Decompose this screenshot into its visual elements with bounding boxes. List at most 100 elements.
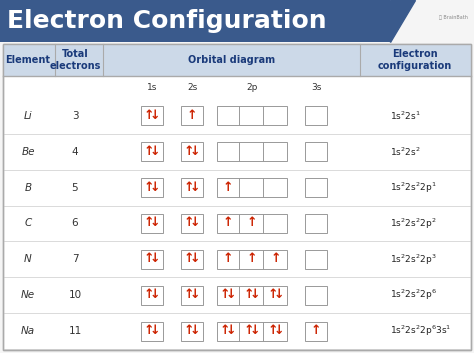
Text: 1s: 1s: [147, 83, 157, 91]
Text: ↑: ↑: [223, 181, 233, 194]
Text: ↓: ↓: [250, 324, 260, 337]
Text: 5: 5: [72, 183, 78, 193]
Text: ↓: ↓: [226, 288, 236, 301]
Text: ↑: ↑: [144, 252, 154, 265]
Bar: [3, 44, 471, 350]
Text: 6: 6: [72, 219, 78, 228]
Bar: [305, 106, 327, 125]
Text: N: N: [24, 255, 32, 264]
Text: Element: Element: [6, 55, 51, 65]
Text: $\mathregular{1s^{2}2s^{2}2p^{1}}$: $\mathregular{1s^{2}2s^{2}2p^{1}}$: [390, 180, 437, 195]
Text: ↓: ↓: [190, 181, 200, 194]
Bar: [181, 286, 203, 305]
Text: ↑: ↑: [144, 181, 154, 194]
Bar: [141, 250, 163, 269]
Bar: [305, 214, 327, 233]
Text: ↓: ↓: [150, 324, 160, 337]
Text: ↑: ↑: [244, 288, 254, 301]
Text: ↓: ↓: [190, 216, 200, 229]
Bar: [0, 0, 390, 42]
Text: Li: Li: [24, 111, 32, 121]
Text: ↓: ↓: [250, 288, 260, 301]
Text: Total
electrons: Total electrons: [49, 49, 100, 71]
Text: ↑: ↑: [247, 252, 257, 265]
Text: ↓: ↓: [274, 288, 284, 301]
Text: ↓: ↓: [150, 181, 160, 194]
Text: ↓: ↓: [150, 145, 160, 158]
Bar: [217, 178, 287, 197]
Text: ↑: ↑: [184, 145, 194, 158]
Text: ↑: ↑: [144, 145, 154, 158]
Bar: [305, 142, 327, 161]
Polygon shape: [390, 0, 415, 42]
Bar: [217, 286, 287, 305]
Text: ↑: ↑: [144, 288, 154, 301]
Text: ↑: ↑: [184, 216, 194, 229]
Bar: [181, 106, 203, 125]
Text: ↑: ↑: [220, 288, 230, 301]
Text: ↑: ↑: [223, 216, 233, 229]
Text: 10: 10: [68, 290, 82, 300]
Text: $\mathregular{1s^{2}2s^{2}}$: $\mathregular{1s^{2}2s^{2}}$: [390, 145, 420, 158]
Text: ↓: ↓: [150, 109, 160, 122]
Text: Orbital diagram: Orbital diagram: [188, 55, 275, 65]
Text: Ne: Ne: [21, 290, 35, 300]
Text: $\mathregular{1s^{2}2s^{2}2p^{6}3s^{1}}$: $\mathregular{1s^{2}2s^{2}2p^{6}3s^{1}}$: [390, 324, 451, 338]
Text: ↓: ↓: [190, 252, 200, 265]
Text: ↓: ↓: [150, 288, 160, 301]
Text: C: C: [24, 219, 32, 228]
Bar: [181, 322, 203, 341]
Bar: [217, 214, 287, 233]
Text: ↓: ↓: [226, 324, 236, 337]
Text: 4: 4: [72, 147, 78, 157]
Bar: [305, 250, 327, 269]
Bar: [305, 286, 327, 305]
Text: 3: 3: [72, 111, 78, 121]
Bar: [181, 214, 203, 233]
Text: ↑: ↑: [220, 324, 230, 337]
Bar: [3, 44, 471, 76]
Text: ↑: ↑: [144, 324, 154, 337]
Text: ↑: ↑: [311, 324, 321, 337]
Text: ↑: ↑: [271, 252, 281, 265]
Bar: [181, 250, 203, 269]
Bar: [141, 214, 163, 233]
Text: ↑: ↑: [144, 216, 154, 229]
Bar: [141, 322, 163, 341]
Text: ↑: ↑: [247, 216, 257, 229]
Text: ↑: ↑: [184, 181, 194, 194]
Text: 7: 7: [72, 255, 78, 264]
Text: ↓: ↓: [190, 288, 200, 301]
Bar: [217, 142, 287, 161]
Text: ↓: ↓: [190, 324, 200, 337]
Bar: [217, 322, 287, 341]
Bar: [181, 178, 203, 197]
Text: ↓: ↓: [190, 145, 200, 158]
Text: ↑: ↑: [244, 324, 254, 337]
Text: 11: 11: [68, 326, 82, 336]
Text: ✨ BrainBath: ✨ BrainBath: [439, 14, 468, 19]
Bar: [181, 142, 203, 161]
Text: ↑: ↑: [184, 324, 194, 337]
Bar: [217, 250, 287, 269]
Text: Electron
configuration: Electron configuration: [378, 49, 452, 71]
Text: ↓: ↓: [150, 216, 160, 229]
Bar: [3, 44, 471, 350]
Text: Na: Na: [21, 326, 35, 336]
Text: ↑: ↑: [144, 109, 154, 122]
Text: $\mathregular{1s^{2}2s^{1}}$: $\mathregular{1s^{2}2s^{1}}$: [390, 110, 421, 122]
Text: ↓: ↓: [274, 324, 284, 337]
Bar: [141, 106, 163, 125]
Text: $\mathregular{1s^{2}2s^{2}2p^{2}}$: $\mathregular{1s^{2}2s^{2}2p^{2}}$: [390, 216, 437, 231]
Bar: [305, 178, 327, 197]
Bar: [305, 322, 327, 341]
Text: 3s: 3s: [311, 83, 321, 91]
Text: ↑: ↑: [184, 288, 194, 301]
Text: ↓: ↓: [150, 252, 160, 265]
Text: ↑: ↑: [184, 252, 194, 265]
Bar: [141, 178, 163, 197]
Bar: [217, 106, 287, 125]
Bar: [141, 286, 163, 305]
Text: $\mathregular{1s^{2}2s^{2}2p^{6}}$: $\mathregular{1s^{2}2s^{2}2p^{6}}$: [390, 288, 437, 303]
Text: ↑: ↑: [187, 109, 197, 122]
